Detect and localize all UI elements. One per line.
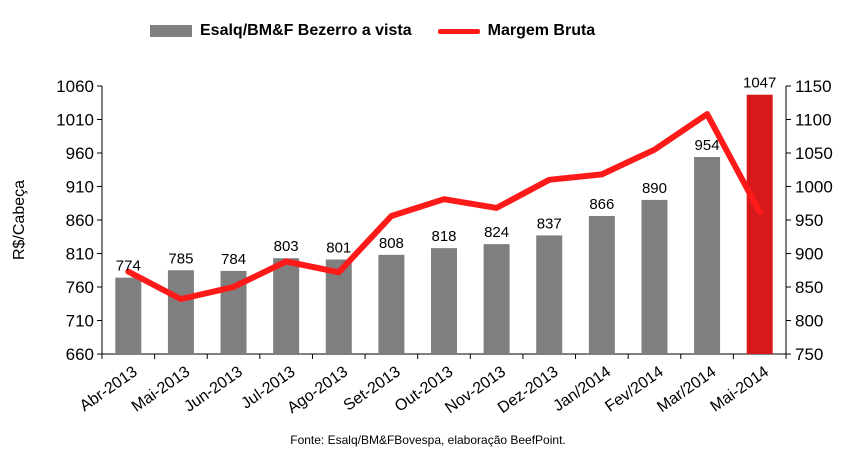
left-axis-tick-label: 1010 — [56, 111, 94, 130]
legend-label-margem: Margem Bruta — [487, 22, 596, 39]
bar-data-label: 1047 — [743, 75, 776, 92]
bar — [641, 199, 668, 354]
legend-item-margem: Margem Bruta — [437, 22, 596, 40]
x-axis-category-label: Mai-2013 — [129, 363, 193, 415]
bar-data-label: 954 — [695, 137, 720, 154]
legend-item-bezerro: Esalq/BM&F Bezerro a vista — [150, 22, 412, 40]
left-axis-tick-label: 760 — [66, 278, 94, 297]
legend-swatch-bar — [150, 25, 192, 37]
bar — [167, 270, 194, 354]
bar-data-label: 866 — [589, 196, 614, 213]
bar — [694, 157, 721, 354]
bar-data-label: 818 — [431, 228, 456, 245]
bar — [588, 215, 615, 354]
x-axis-category-label: Mai-2014 — [708, 363, 772, 415]
right-axis-tick-label: 750 — [795, 345, 823, 364]
left-axis-tick-label: 860 — [66, 211, 94, 230]
bar-data-label: 801 — [326, 240, 351, 257]
legend-swatch-line — [437, 28, 480, 34]
bar-data-label: 784 — [221, 251, 246, 268]
bar — [483, 244, 510, 354]
x-axis-category-label: Abr-2013 — [77, 363, 141, 415]
left-axis-tick-label: 960 — [66, 144, 94, 163]
margem-bruta-line — [125, 111, 763, 303]
bar-data-label: 774 — [116, 258, 141, 275]
right-axis-tick-label: 1000 — [795, 178, 833, 197]
legend-label-bezerro: Esalq/BM&F Bezerro a vista — [200, 22, 412, 39]
right-axis-tick-label: 1100 — [795, 111, 832, 130]
right-axis-tick-label: 1050 — [795, 144, 833, 163]
bar — [378, 254, 405, 354]
bar-data-label: 808 — [379, 235, 404, 252]
y-axis-title: R$/Cabeça — [11, 180, 28, 260]
bar — [273, 258, 300, 354]
right-axis-tick-label: 850 — [795, 278, 823, 297]
x-axis-category-label: Set-2013 — [341, 363, 404, 414]
x-axis-category-label: Jun-2013 — [181, 363, 245, 415]
x-axis-category-label: Mar/2014 — [654, 363, 719, 416]
left-axis-tick-label: 660 — [66, 345, 94, 364]
left-axis-tick-label: 1060 — [56, 77, 94, 96]
bar-data-label: 837 — [537, 215, 562, 232]
bar — [746, 94, 773, 355]
bar — [431, 248, 457, 354]
legend: Esalq/BM&F Bezerro a vista Margem Bruta — [150, 20, 621, 42]
bar — [115, 277, 142, 354]
bar-data-label: 785 — [168, 250, 193, 267]
left-axis-tick-label: 710 — [66, 312, 94, 331]
bar-data-label: 803 — [274, 238, 299, 255]
right-axis-tick-label: 950 — [795, 211, 823, 230]
right-axis-tick-label: 900 — [795, 245, 823, 264]
left-axis-tick-label: 910 — [66, 178, 94, 197]
bar-data-label: 890 — [642, 180, 667, 197]
bar — [536, 235, 563, 354]
x-axis-category-label: Dez-2013 — [495, 363, 562, 417]
right-axis-tick-label: 800 — [795, 312, 823, 331]
x-axis-category-label: Ago-2013 — [284, 363, 351, 417]
left-axis-tick-label: 810 — [66, 245, 94, 264]
x-axis-category-label: Jan/2014 — [550, 363, 614, 415]
right-axis-tick-label: 1150 — [795, 77, 832, 96]
bar-data-label: 824 — [484, 224, 509, 241]
source-note: Fonte: Esalq/BM&FBovespa, elaboração Bee… — [290, 433, 566, 447]
